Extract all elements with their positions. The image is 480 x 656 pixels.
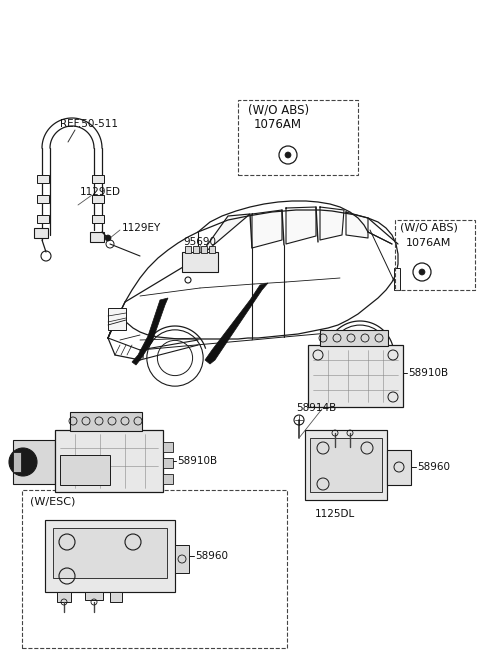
Bar: [175, 545, 189, 573]
Bar: [37, 195, 49, 203]
Text: 58960: 58960: [417, 462, 450, 472]
Polygon shape: [286, 207, 316, 244]
Text: 58914B: 58914B: [296, 403, 336, 413]
Bar: [90, 232, 104, 242]
Bar: [193, 246, 199, 253]
Bar: [394, 268, 400, 290]
Text: 1076AM: 1076AM: [406, 238, 451, 248]
Bar: [55, 430, 163, 492]
Polygon shape: [198, 214, 250, 258]
Circle shape: [419, 269, 425, 275]
Circle shape: [285, 152, 291, 158]
Bar: [37, 215, 49, 223]
Bar: [185, 246, 191, 253]
Text: REF.50-511: REF.50-511: [60, 119, 118, 129]
Bar: [163, 442, 173, 452]
Bar: [110, 592, 122, 602]
Bar: [108, 308, 126, 330]
Text: 58910B: 58910B: [408, 368, 448, 378]
Bar: [308, 345, 403, 407]
Bar: [201, 246, 207, 253]
Polygon shape: [320, 207, 344, 240]
Bar: [57, 592, 71, 602]
Text: 1125DL: 1125DL: [315, 509, 355, 519]
Polygon shape: [346, 212, 368, 238]
Bar: [320, 330, 388, 346]
Polygon shape: [252, 210, 282, 248]
Bar: [209, 246, 215, 253]
Bar: [85, 592, 103, 600]
Bar: [387, 450, 411, 485]
Bar: [92, 195, 104, 203]
Bar: [13, 440, 55, 484]
Circle shape: [9, 448, 37, 476]
Text: 1129EY: 1129EY: [122, 223, 161, 233]
Text: 1076AM: 1076AM: [254, 119, 302, 131]
Bar: [92, 215, 104, 223]
Text: (W/O ABS): (W/O ABS): [400, 223, 458, 233]
Bar: [60, 455, 110, 485]
Bar: [45, 520, 175, 592]
Bar: [163, 458, 173, 468]
Circle shape: [105, 235, 111, 241]
Text: 1129ED: 1129ED: [80, 187, 121, 197]
Bar: [70, 412, 142, 431]
Bar: [53, 528, 167, 578]
Bar: [92, 175, 104, 183]
Text: 95690: 95690: [183, 237, 216, 247]
Bar: [238, 100, 358, 175]
Bar: [310, 438, 382, 492]
Bar: [37, 175, 49, 183]
Bar: [163, 474, 173, 484]
Text: 58910B: 58910B: [177, 456, 217, 466]
Bar: [305, 430, 387, 500]
Bar: [22, 490, 287, 648]
Bar: [13, 452, 21, 472]
Polygon shape: [132, 298, 168, 365]
Polygon shape: [205, 283, 268, 364]
Bar: [182, 252, 218, 272]
Text: (W/O ABS): (W/O ABS): [248, 104, 309, 117]
Circle shape: [16, 455, 30, 469]
Text: (W/ESC): (W/ESC): [30, 497, 75, 507]
Text: 58960: 58960: [195, 551, 228, 561]
Bar: [395, 220, 475, 290]
Bar: [34, 228, 48, 238]
